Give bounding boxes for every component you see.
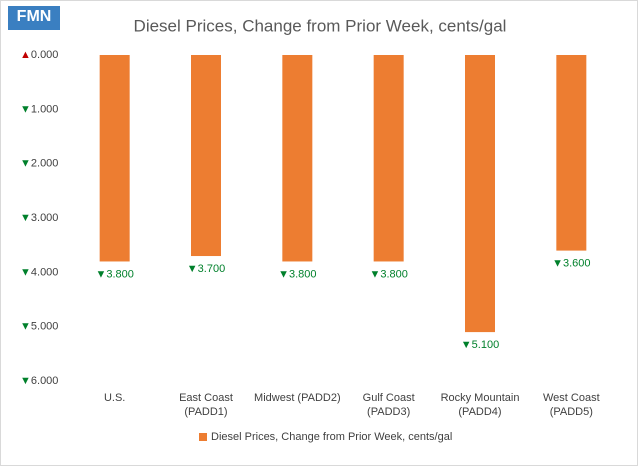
data-label: ▼3.700 <box>187 263 225 275</box>
chart-title: Diesel Prices, Change from Prior Week, c… <box>134 16 507 35</box>
logo: FMN <box>17 8 52 25</box>
logo-box <box>8 6 60 30</box>
x-tick-label: East Coast (PADD1) <box>179 392 233 418</box>
y-tick-label: ▼2.000 <box>20 158 58 170</box>
x-tick-label: Midwest (PADD2) <box>254 392 341 404</box>
bar <box>282 55 313 262</box>
x-tick-label: Gulf Coast (PADD3) <box>362 392 415 418</box>
y-tick-label: ▼4.000 <box>20 266 58 278</box>
legend-swatch <box>199 433 207 441</box>
x-tick-label: West Coast (PADD5) <box>543 392 600 418</box>
data-label: ▼3.800 <box>369 268 407 280</box>
legend-label: Diesel Prices, Change from Prior Week, c… <box>211 431 452 443</box>
bar <box>191 55 221 257</box>
bar <box>556 55 587 251</box>
y-tick-label: ▼6.000 <box>20 375 58 387</box>
data-label: ▼5.100 <box>461 339 499 351</box>
y-tick-label: ▲0.000 <box>20 49 58 61</box>
data-label: ▼3.800 <box>95 268 133 280</box>
bar <box>373 55 404 262</box>
data-label: ▼3.800 <box>278 268 316 280</box>
data-label: ▼3.600 <box>552 258 590 270</box>
bar <box>99 55 130 262</box>
y-tick-label: ▼1.000 <box>20 103 58 115</box>
x-tick-label: Rocky Mountain (PADD4) <box>440 392 520 418</box>
y-tick-label: ▼3.000 <box>20 212 58 224</box>
y-tick-label: ▼5.000 <box>20 321 58 333</box>
x-tick-label: U.S. <box>103 392 126 404</box>
bar <box>465 55 495 333</box>
